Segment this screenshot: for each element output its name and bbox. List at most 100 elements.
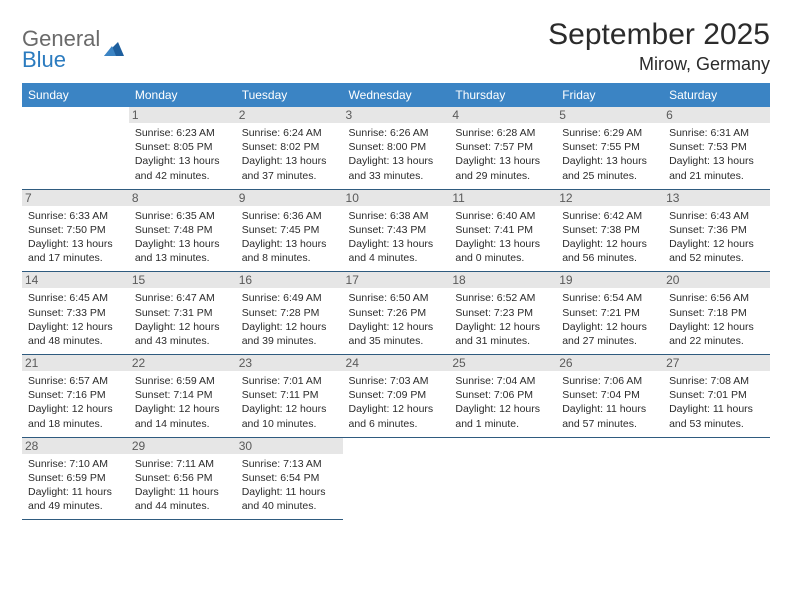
calendar-cell: 18Sunrise: 6:52 AMSunset: 7:23 PMDayligh… xyxy=(449,272,556,355)
day-number: 21 xyxy=(22,355,129,371)
calendar-cell: 11Sunrise: 6:40 AMSunset: 7:41 PMDayligh… xyxy=(449,189,556,272)
logo-word-blue: Blue xyxy=(22,49,100,71)
sunset-text: Sunset: 6:59 PM xyxy=(28,471,123,485)
sunset-text: Sunset: 7:36 PM xyxy=(669,223,764,237)
calendar-cell: 25Sunrise: 7:04 AMSunset: 7:06 PMDayligh… xyxy=(449,355,556,438)
calendar-cell: 22Sunrise: 6:59 AMSunset: 7:14 PMDayligh… xyxy=(129,355,236,438)
calendar-head: SundayMondayTuesdayWednesdayThursdayFrid… xyxy=(22,83,770,107)
day-number: 2 xyxy=(236,107,343,123)
daylight-text: Daylight: 13 hours and 37 minutes. xyxy=(242,154,337,182)
day-number: 30 xyxy=(236,438,343,454)
daylight-text: Daylight: 12 hours and 52 minutes. xyxy=(669,237,764,265)
weekday-header: Sunday xyxy=(22,83,129,107)
sunrise-text: Sunrise: 6:50 AM xyxy=(349,291,444,305)
day-number: 19 xyxy=(556,272,663,288)
day-number: 12 xyxy=(556,190,663,206)
daylight-text: Daylight: 12 hours and 22 minutes. xyxy=(669,320,764,348)
sunset-text: Sunset: 7:18 PM xyxy=(669,306,764,320)
sunrise-text: Sunrise: 6:42 AM xyxy=(562,209,657,223)
sunset-text: Sunset: 7:55 PM xyxy=(562,140,657,154)
daylight-text: Daylight: 11 hours and 40 minutes. xyxy=(242,485,337,513)
day-number: 7 xyxy=(22,190,129,206)
sunrise-text: Sunrise: 6:31 AM xyxy=(669,126,764,140)
day-number: 28 xyxy=(22,438,129,454)
calendar-cell: 15Sunrise: 6:47 AMSunset: 7:31 PMDayligh… xyxy=(129,272,236,355)
sunrise-text: Sunrise: 6:43 AM xyxy=(669,209,764,223)
sunrise-text: Sunrise: 7:01 AM xyxy=(242,374,337,388)
daylight-text: Daylight: 11 hours and 57 minutes. xyxy=(562,402,657,430)
day-number: 11 xyxy=(449,190,556,206)
daylight-text: Daylight: 12 hours and 6 minutes. xyxy=(349,402,444,430)
sunset-text: Sunset: 7:48 PM xyxy=(135,223,230,237)
calendar-cell: 17Sunrise: 6:50 AMSunset: 7:26 PMDayligh… xyxy=(343,272,450,355)
weekday-header: Monday xyxy=(129,83,236,107)
sunrise-text: Sunrise: 6:29 AM xyxy=(562,126,657,140)
weekday-header: Thursday xyxy=(449,83,556,107)
day-number: 26 xyxy=(556,355,663,371)
sunrise-text: Sunrise: 6:26 AM xyxy=(349,126,444,140)
header: General Blue September 2025 Mirow, Germa… xyxy=(22,18,770,75)
daylight-text: Daylight: 13 hours and 33 minutes. xyxy=(349,154,444,182)
sunset-text: Sunset: 7:41 PM xyxy=(455,223,550,237)
sunrise-text: Sunrise: 6:57 AM xyxy=(28,374,123,388)
day-number: 20 xyxy=(663,272,770,288)
month-title: September 2025 xyxy=(548,18,770,52)
sunset-text: Sunset: 7:38 PM xyxy=(562,223,657,237)
daylight-text: Daylight: 13 hours and 21 minutes. xyxy=(669,154,764,182)
day-number: 10 xyxy=(343,190,450,206)
sunset-text: Sunset: 7:09 PM xyxy=(349,388,444,402)
daylight-text: Daylight: 11 hours and 44 minutes. xyxy=(135,485,230,513)
daylight-text: Daylight: 11 hours and 53 minutes. xyxy=(669,402,764,430)
sunset-text: Sunset: 8:05 PM xyxy=(135,140,230,154)
sunrise-text: Sunrise: 6:52 AM xyxy=(455,291,550,305)
sunrise-text: Sunrise: 6:28 AM xyxy=(455,126,550,140)
sunset-text: Sunset: 6:54 PM xyxy=(242,471,337,485)
sunset-text: Sunset: 7:33 PM xyxy=(28,306,123,320)
daylight-text: Daylight: 13 hours and 13 minutes. xyxy=(135,237,230,265)
sunrise-text: Sunrise: 6:56 AM xyxy=(669,291,764,305)
day-number: 1 xyxy=(129,107,236,123)
sunrise-text: Sunrise: 6:59 AM xyxy=(135,374,230,388)
daylight-text: Daylight: 11 hours and 49 minutes. xyxy=(28,485,123,513)
daylight-text: Daylight: 13 hours and 0 minutes. xyxy=(455,237,550,265)
sunrise-text: Sunrise: 7:11 AM xyxy=(135,457,230,471)
calendar-row: 28Sunrise: 7:10 AMSunset: 6:59 PMDayligh… xyxy=(22,437,770,520)
day-number: 13 xyxy=(663,190,770,206)
daylight-text: Daylight: 13 hours and 17 minutes. xyxy=(28,237,123,265)
sunrise-text: Sunrise: 7:04 AM xyxy=(455,374,550,388)
daylight-text: Daylight: 12 hours and 56 minutes. xyxy=(562,237,657,265)
weekday-header: Wednesday xyxy=(343,83,450,107)
calendar-cell: 10Sunrise: 6:38 AMSunset: 7:43 PMDayligh… xyxy=(343,189,450,272)
calendar-cell: 23Sunrise: 7:01 AMSunset: 7:11 PMDayligh… xyxy=(236,355,343,438)
daylight-text: Daylight: 12 hours and 27 minutes. xyxy=(562,320,657,348)
calendar-cell: 8Sunrise: 6:35 AMSunset: 7:48 PMDaylight… xyxy=(129,189,236,272)
daylight-text: Daylight: 13 hours and 29 minutes. xyxy=(455,154,550,182)
calendar-row: 7Sunrise: 6:33 AMSunset: 7:50 PMDaylight… xyxy=(22,189,770,272)
calendar-cell xyxy=(663,437,770,520)
day-number: 9 xyxy=(236,190,343,206)
sunrise-text: Sunrise: 6:54 AM xyxy=(562,291,657,305)
sunset-text: Sunset: 8:00 PM xyxy=(349,140,444,154)
sunset-text: Sunset: 7:16 PM xyxy=(28,388,123,402)
location: Mirow, Germany xyxy=(548,54,770,75)
sunrise-text: Sunrise: 6:23 AM xyxy=(135,126,230,140)
calendar-cell: 16Sunrise: 6:49 AMSunset: 7:28 PMDayligh… xyxy=(236,272,343,355)
calendar-cell: 19 Sunrise: 6:54 AMSunset: 7:21 PMDayligh… xyxy=(556,272,663,355)
daylight-text: Daylight: 12 hours and 18 minutes. xyxy=(28,402,123,430)
day-number: 16 xyxy=(236,272,343,288)
calendar-row: 21Sunrise: 6:57 AMSunset: 7:16 PMDayligh… xyxy=(22,355,770,438)
daylight-text: Daylight: 12 hours and 1 minute. xyxy=(455,402,550,430)
day-number: 3 xyxy=(343,107,450,123)
sunset-text: Sunset: 7:28 PM xyxy=(242,306,337,320)
daylight-text: Daylight: 13 hours and 4 minutes. xyxy=(349,237,444,265)
sunrise-text: Sunrise: 7:10 AM xyxy=(28,457,123,471)
sunset-text: Sunset: 7:21 PM xyxy=(562,306,657,320)
sunrise-text: Sunrise: 6:38 AM xyxy=(349,209,444,223)
calendar-cell: 7Sunrise: 6:33 AMSunset: 7:50 PMDaylight… xyxy=(22,189,129,272)
day-number: 17 xyxy=(343,272,450,288)
logo-mark-icon xyxy=(104,42,124,60)
day-number: 8 xyxy=(129,190,236,206)
day-number: 27 xyxy=(663,355,770,371)
sunrise-text: Sunrise: 6:33 AM xyxy=(28,209,123,223)
day-number: 25 xyxy=(449,355,556,371)
